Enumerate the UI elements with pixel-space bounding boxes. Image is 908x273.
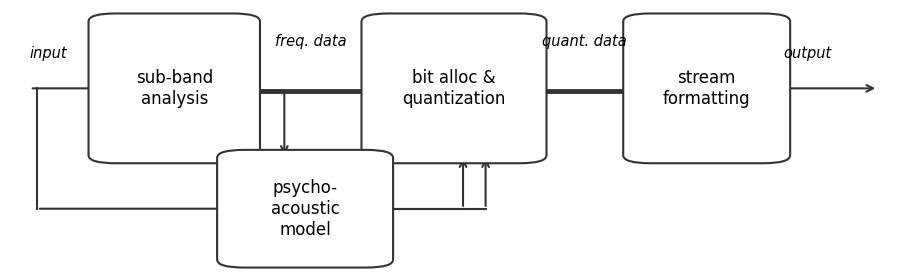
FancyBboxPatch shape [88,13,260,163]
Text: input: input [30,46,67,61]
Text: quant. data: quant. data [542,34,627,49]
Text: output: output [784,46,832,61]
Text: freq. data: freq. data [275,34,347,49]
Text: bit alloc &
quantization: bit alloc & quantization [402,69,506,108]
FancyBboxPatch shape [217,150,393,268]
FancyBboxPatch shape [361,13,547,163]
FancyBboxPatch shape [623,13,790,163]
Text: psycho-
acoustic
model: psycho- acoustic model [271,179,340,239]
Text: stream
formatting: stream formatting [663,69,751,108]
Text: sub-band
analysis: sub-band analysis [135,69,212,108]
